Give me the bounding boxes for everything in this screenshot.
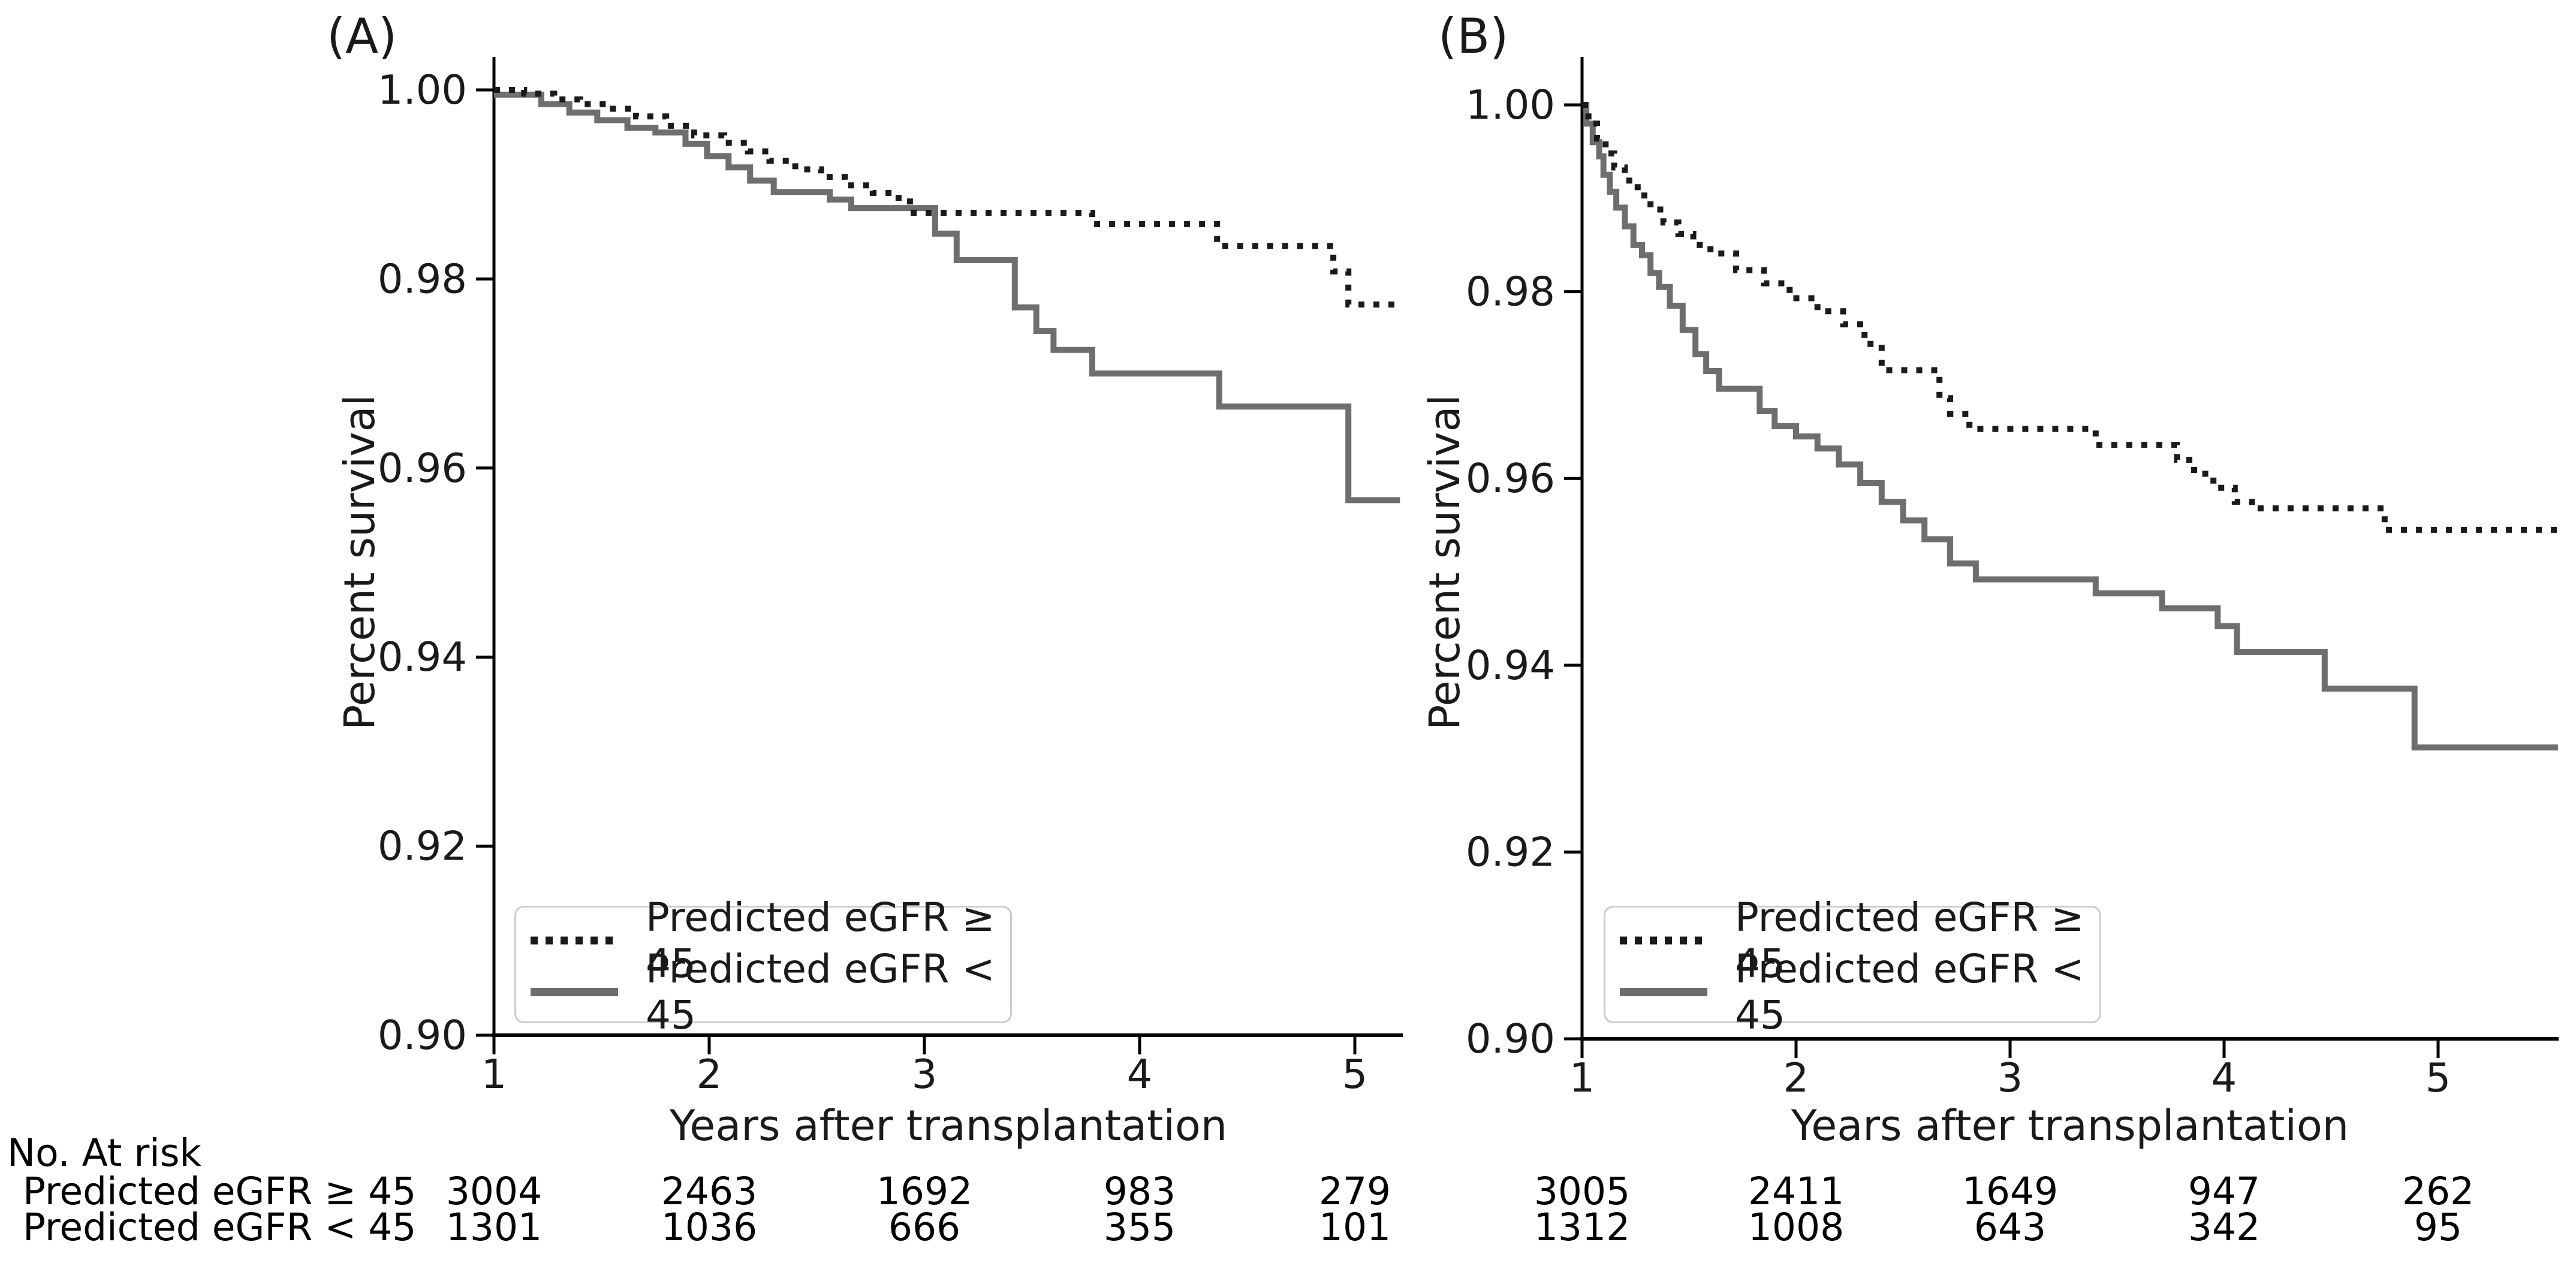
at-risk-value: 666: [888, 1205, 961, 1249]
x-tick-label: 2: [697, 1051, 722, 1098]
dotted-line-sample-icon: [531, 936, 618, 945]
at-risk-value: 3004: [445, 1169, 543, 1213]
panel-a-legend-entry-gte45: Predicted eGFR ≥ 45: [516, 894, 1010, 987]
panel-b-y-axis-label: Percent survival: [1420, 394, 1469, 730]
survival-curve-egfr-lt-45: [1582, 102, 2558, 750]
at-risk-value: 3005: [1533, 1169, 1631, 1213]
panel-a-legend-entry-lt45: Predicted eGFR < 45: [516, 946, 1010, 1038]
at-risk-value: 1036: [661, 1205, 758, 1249]
at-risk-value: 262: [2402, 1169, 2475, 1213]
y-tick-label: 0.98: [1466, 269, 1555, 315]
y-tick-label: 1.00: [378, 67, 467, 113]
survival-curve-egfr-lt-45: [494, 91, 1400, 504]
panel-b-x-axis-label: Years after transplantation: [1791, 1101, 2349, 1150]
at-risk-value: 983: [1103, 1169, 1176, 1213]
x-tick-label: 3: [912, 1051, 938, 1098]
y-tick-label: 0.94: [1466, 642, 1555, 689]
y-tick-label: 0.96: [1466, 455, 1555, 502]
y-tick-label: 0.90: [378, 1012, 467, 1059]
survival-curve-egfr-gte-45: [1582, 102, 2558, 533]
y-tick-label: 0.92: [378, 823, 467, 870]
x-tick-label: 1: [481, 1051, 507, 1098]
panel-b-title: (B): [1438, 8, 1509, 64]
y-tick-label: 0.94: [378, 634, 467, 680]
at-risk-value: 947: [2188, 1169, 2261, 1213]
solid-line-sample-icon: [531, 988, 618, 996]
panel-b-legend: Predicted eGFR ≥ 45 Predicted eGFR < 45: [1604, 894, 2101, 1038]
x-tick-label: 4: [1127, 1051, 1153, 1098]
x-tick-label: 5: [2426, 1054, 2451, 1101]
at-risk-value: 101: [1318, 1205, 1391, 1249]
at-risk-value: 1008: [1748, 1205, 1845, 1249]
dotted-line-sample-icon: [1620, 936, 1707, 945]
x-tick-label: 5: [1342, 1051, 1368, 1098]
panel-a-x-axis-label: Years after transplantation: [669, 1101, 1228, 1150]
at-risk-row-label-lt45: Predicted eGFR < 45: [23, 1205, 417, 1249]
legend-label-gte45: Predicted eGFR ≥ 45: [1735, 894, 2084, 987]
panel-a-y-axis-label: Percent survival: [335, 394, 384, 730]
at-risk-value: 643: [1974, 1205, 2047, 1249]
solid-line-sample-icon: [1620, 988, 1707, 996]
y-tick-label: 1.00: [1466, 82, 1555, 128]
at-risk-value: 2411: [1748, 1169, 1845, 1213]
x-tick-label: 1: [1569, 1054, 1595, 1101]
legend-label-gte45: Predicted eGFR ≥ 45: [646, 894, 995, 987]
panel-a-legend: Predicted eGFR ≥ 45 Predicted eGFR < 45: [514, 894, 1012, 1038]
at-risk-header: No. At risk: [7, 1131, 202, 1175]
y-tick-label: 0.90: [1466, 1015, 1555, 1062]
panel-b-legend-entry-lt45: Predicted eGFR < 45: [1605, 946, 2099, 1038]
y-tick-label: 0.98: [378, 255, 467, 302]
at-risk-value: 95: [2414, 1205, 2463, 1249]
at-risk-value: 2463: [661, 1169, 758, 1213]
y-tick-label: 0.92: [1466, 828, 1555, 875]
at-risk-row-label-gte45: Predicted eGFR ≥ 45: [23, 1169, 417, 1213]
at-risk-value: 279: [1318, 1169, 1391, 1213]
x-tick-label: 4: [2212, 1054, 2237, 1101]
at-risk-value: 1301: [445, 1205, 543, 1249]
y-tick-label: 0.96: [378, 445, 467, 492]
at-risk-value: 1649: [1962, 1169, 2059, 1213]
legend-label-lt45: Predicted eGFR < 45: [1735, 946, 2084, 1038]
x-tick-label: 2: [1783, 1054, 1809, 1101]
survival-curve-egfr-gte-45: [494, 87, 1400, 308]
x-tick-label: 3: [1997, 1054, 2023, 1101]
legend-label-lt45: Predicted eGFR < 45: [646, 946, 995, 1038]
at-risk-value: 342: [2188, 1205, 2261, 1249]
at-risk-value: 1692: [876, 1169, 973, 1213]
at-risk-value: 355: [1103, 1205, 1176, 1249]
panel-a-title: (A): [327, 8, 397, 64]
at-risk-value: 1312: [1533, 1205, 1631, 1249]
panel-b-legend-entry-gte45: Predicted eGFR ≥ 45: [1605, 894, 2099, 987]
